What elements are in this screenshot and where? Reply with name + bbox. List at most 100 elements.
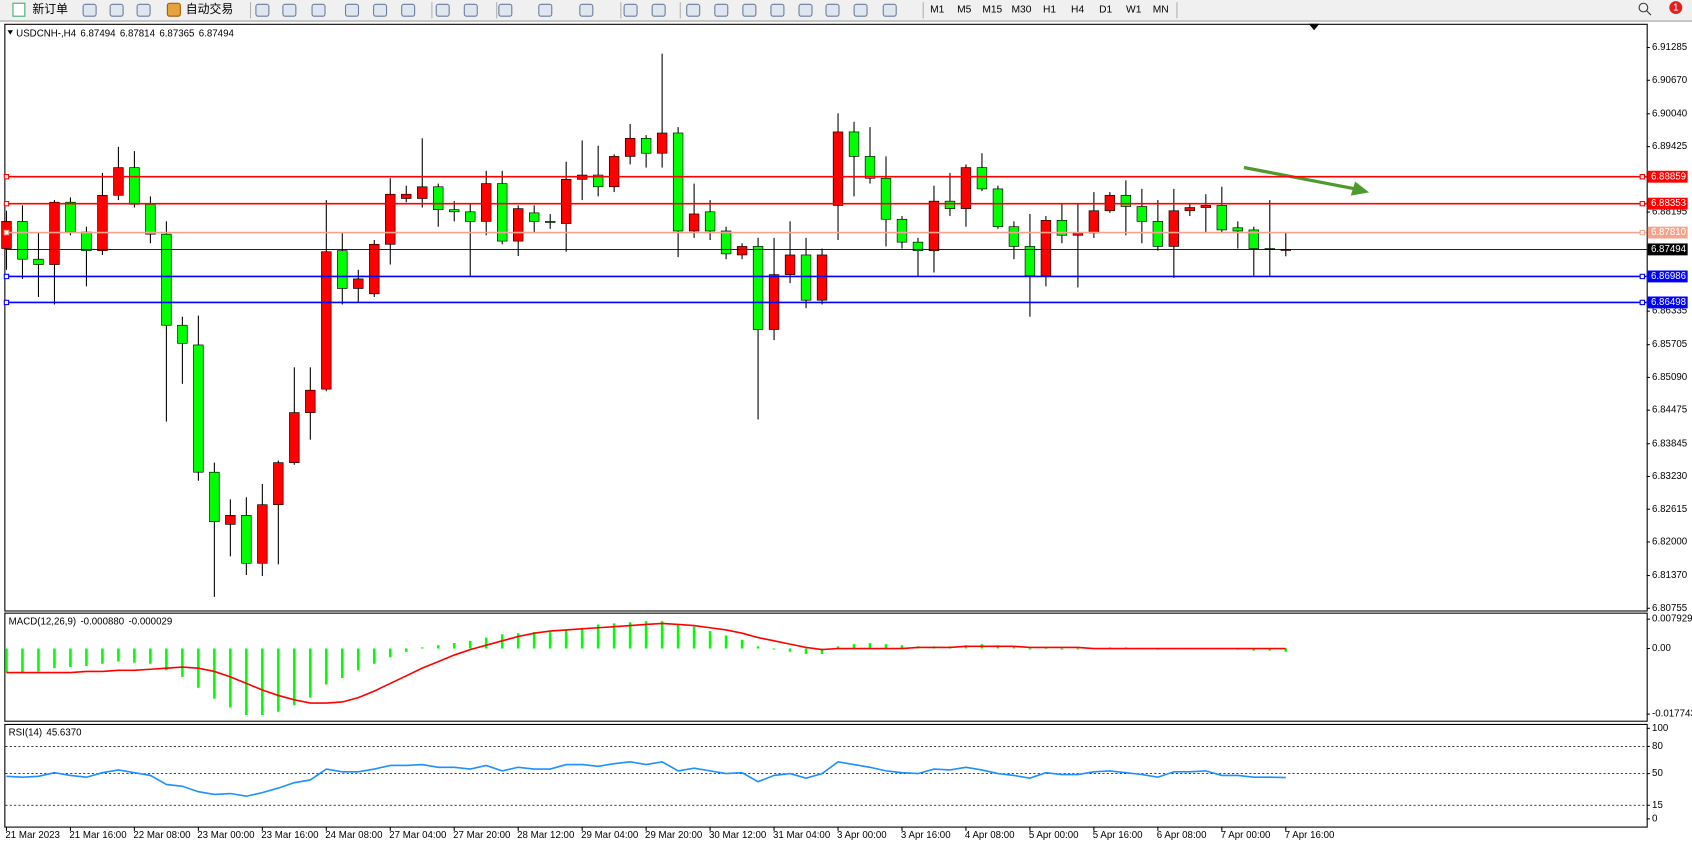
candle-body (688, 213, 700, 232)
candle-body (704, 211, 716, 232)
candle-body (17, 221, 28, 260)
macd-bar (436, 645, 440, 649)
y-tick-label: 0.007929 (1652, 614, 1692, 625)
level-handle[interactable] (3, 174, 10, 180)
symbol-menu-marker[interactable] (7, 30, 13, 35)
indicator-header: RSI(14) 45.6370 (9, 727, 83, 738)
toolbar-icon[interactable] (714, 3, 729, 17)
candle-body (672, 132, 684, 232)
toolbar-icon[interactable] (538, 3, 553, 17)
toolbar-icon[interactable] (623, 3, 638, 17)
macd-bar (516, 633, 520, 649)
y-tick-label: -0.017743 (1652, 709, 1692, 720)
candle-body (896, 218, 908, 243)
toolbar-icon[interactable] (401, 3, 416, 17)
level-handle[interactable] (3, 229, 10, 236)
indicator-title: MACD(12,26,9) (9, 616, 76, 627)
toolbar-icon[interactable] (579, 3, 594, 17)
toolbar-icon[interactable] (109, 3, 124, 17)
macd-bar (341, 648, 344, 678)
indicator-title: RSI(14) (9, 727, 42, 738)
toolbar-icon[interactable] (686, 3, 701, 17)
symbol-title: USDCNH-,H4 (16, 28, 77, 39)
level-handle[interactable] (3, 299, 10, 306)
y-tick-label: 6.89425 (1652, 141, 1687, 152)
x-tick-label: 21 Mar 2023 (5, 830, 60, 841)
macd-bar (724, 635, 728, 649)
chart-shift-marker[interactable] (1308, 23, 1320, 31)
toolbar-icon[interactable] (770, 3, 785, 17)
macd-bar (37, 648, 40, 672)
level-handle[interactable] (3, 273, 10, 280)
auto-trading-icon[interactable] (166, 2, 181, 17)
x-tick-label: 23 Mar 16:00 (261, 830, 319, 841)
timeframe-button[interactable]: H4 (1071, 4, 1084, 15)
macd-bar (788, 648, 792, 652)
candle-body (417, 186, 428, 199)
level-label-bg (1647, 226, 1688, 239)
toolbar-icon[interactable] (311, 3, 326, 17)
new-order-button[interactable]: 新订单 (32, 2, 68, 16)
ohlc-value: 6.87814 (120, 28, 156, 39)
x-tick-label: 28 Mar 12:00 (517, 830, 575, 841)
toolbar-icon[interactable] (798, 3, 813, 17)
toolbar-icon[interactable] (282, 3, 297, 17)
notification-count[interactable]: 1 (1673, 3, 1678, 14)
toolbar-icon[interactable] (82, 3, 97, 17)
y-tick-label: 15 (1652, 800, 1663, 811)
level-handle[interactable] (1639, 299, 1646, 306)
timeframe-button[interactable]: M15 (982, 4, 1002, 15)
toolbar-icon[interactable] (136, 3, 151, 17)
level-handle[interactable] (1639, 200, 1646, 207)
toolbar-icon[interactable] (373, 3, 388, 17)
level-label: 6.87810 (1651, 227, 1687, 238)
timeframe-button[interactable]: MN (1153, 4, 1169, 15)
macd-bar (612, 623, 616, 649)
indicator-value: 45.6370 (46, 727, 82, 738)
toolbar-icon[interactable] (853, 3, 868, 17)
candle-body (513, 208, 524, 242)
plot-layer: 6.91285 6.90670 6.90040 6.89425 6.88195 6.863… (1, 28, 1692, 841)
timeframe-button[interactable]: D1 (1099, 4, 1112, 15)
rsi-panel-frame (4, 723, 1648, 828)
toolbar-icon[interactable] (882, 3, 897, 17)
toolbar-icon[interactable] (498, 3, 513, 17)
y-tick-label: 6.85705 (1652, 339, 1687, 350)
toolbar-icon[interactable] (344, 3, 360, 17)
timeframe-button[interactable]: M5 (957, 4, 972, 15)
level-handle[interactable] (1639, 229, 1646, 236)
search-icon[interactable] (1638, 2, 1649, 13)
timeframe-button[interactable]: M1 (930, 4, 945, 15)
toolbar-icon[interactable] (255, 3, 270, 17)
auto-trading-button[interactable]: 自动交易 (186, 2, 233, 16)
level-handle[interactable] (1639, 174, 1646, 180)
ohlc-value: 6.87494 (80, 28, 116, 39)
new-order-icon[interactable] (12, 2, 26, 17)
toolbar-icon[interactable] (825, 3, 840, 17)
level-handle[interactable] (1639, 273, 1646, 280)
toolbar-icon[interactable] (463, 3, 478, 17)
timeframe-button[interactable]: W1 (1126, 4, 1142, 15)
macd-bar (356, 648, 360, 671)
level-label-bg (1647, 170, 1688, 183)
candle-body (960, 167, 972, 209)
candle-body (177, 324, 188, 344)
macd-bar (388, 648, 392, 658)
macd-bar (133, 648, 136, 663)
macd-bar (1060, 648, 1064, 650)
timeframe-button[interactable]: H1 (1043, 4, 1056, 15)
macd-bar (628, 622, 632, 649)
y-tick-label: 100 (1652, 723, 1669, 734)
candle-body (113, 167, 124, 196)
x-tick-label: 3 Apr 16:00 (901, 830, 951, 841)
toolbar-icon[interactable] (651, 3, 666, 17)
timeframe-button[interactable]: M30 (1011, 4, 1031, 15)
notification-badge[interactable] (1669, 1, 1683, 15)
toolbar-icon[interactable] (742, 3, 757, 17)
candle-body (592, 174, 604, 188)
x-tick-label: 27 Mar 20:00 (453, 830, 511, 841)
toolbar-icon[interactable] (435, 3, 450, 17)
candle-body (1232, 227, 1243, 232)
level-handle[interactable] (3, 200, 10, 207)
macd-bar (325, 648, 328, 685)
